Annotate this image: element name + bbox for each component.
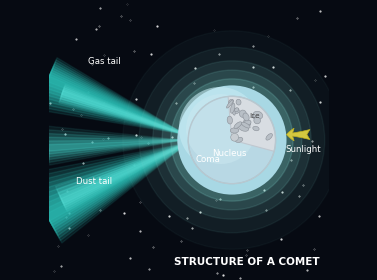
Text: Ice: Ice bbox=[249, 113, 260, 119]
Polygon shape bbox=[55, 143, 188, 212]
Ellipse shape bbox=[235, 137, 243, 143]
Polygon shape bbox=[34, 143, 188, 233]
Ellipse shape bbox=[234, 122, 242, 129]
Polygon shape bbox=[60, 88, 185, 135]
Polygon shape bbox=[44, 143, 188, 223]
Ellipse shape bbox=[243, 120, 251, 127]
Polygon shape bbox=[41, 143, 188, 226]
Ellipse shape bbox=[229, 99, 234, 104]
Polygon shape bbox=[48, 130, 183, 162]
Polygon shape bbox=[48, 140, 183, 154]
Polygon shape bbox=[25, 143, 188, 243]
Ellipse shape bbox=[239, 110, 246, 117]
Ellipse shape bbox=[244, 120, 251, 125]
Text: Dust tail: Dust tail bbox=[77, 178, 113, 186]
Ellipse shape bbox=[253, 126, 259, 131]
Polygon shape bbox=[42, 68, 185, 135]
Polygon shape bbox=[27, 143, 188, 241]
Ellipse shape bbox=[253, 111, 263, 119]
Circle shape bbox=[153, 61, 311, 219]
Polygon shape bbox=[37, 143, 188, 231]
Circle shape bbox=[231, 133, 239, 141]
Circle shape bbox=[177, 85, 287, 195]
Circle shape bbox=[186, 94, 256, 164]
Polygon shape bbox=[58, 143, 188, 208]
Polygon shape bbox=[48, 137, 183, 157]
Ellipse shape bbox=[230, 103, 235, 113]
Polygon shape bbox=[29, 143, 188, 238]
Polygon shape bbox=[60, 143, 188, 206]
Polygon shape bbox=[47, 126, 183, 165]
Text: Nucleus: Nucleus bbox=[212, 150, 246, 158]
Text: Sunlight: Sunlight bbox=[285, 145, 321, 155]
Polygon shape bbox=[39, 143, 188, 228]
Ellipse shape bbox=[266, 134, 273, 140]
Ellipse shape bbox=[252, 114, 259, 120]
Wedge shape bbox=[228, 96, 276, 151]
Polygon shape bbox=[36, 58, 185, 135]
Circle shape bbox=[188, 96, 276, 184]
Text: STRUCTURE OF A COMET: STRUCTURE OF A COMET bbox=[175, 257, 320, 267]
Ellipse shape bbox=[239, 125, 249, 131]
Text: Coma: Coma bbox=[196, 155, 221, 164]
Circle shape bbox=[162, 70, 302, 210]
Polygon shape bbox=[59, 85, 185, 135]
Polygon shape bbox=[48, 140, 183, 151]
Ellipse shape bbox=[233, 108, 239, 114]
Text: Gas tail: Gas tail bbox=[88, 57, 120, 66]
Circle shape bbox=[179, 87, 261, 169]
Polygon shape bbox=[60, 86, 185, 135]
Polygon shape bbox=[61, 143, 188, 204]
Polygon shape bbox=[38, 62, 185, 135]
Polygon shape bbox=[32, 143, 188, 236]
Ellipse shape bbox=[230, 128, 239, 133]
Ellipse shape bbox=[227, 116, 233, 124]
Polygon shape bbox=[57, 143, 188, 210]
Polygon shape bbox=[46, 143, 188, 221]
Polygon shape bbox=[40, 64, 185, 135]
Ellipse shape bbox=[236, 99, 241, 105]
Polygon shape bbox=[41, 66, 185, 135]
Ellipse shape bbox=[243, 113, 249, 121]
Polygon shape bbox=[46, 74, 185, 135]
Ellipse shape bbox=[234, 108, 239, 112]
Polygon shape bbox=[61, 89, 185, 135]
Polygon shape bbox=[37, 60, 185, 135]
Circle shape bbox=[139, 47, 325, 233]
Ellipse shape bbox=[254, 117, 261, 124]
Polygon shape bbox=[47, 76, 185, 135]
Circle shape bbox=[171, 79, 293, 201]
Polygon shape bbox=[43, 70, 185, 135]
Polygon shape bbox=[48, 134, 183, 160]
Ellipse shape bbox=[227, 100, 233, 108]
Polygon shape bbox=[45, 72, 185, 135]
Ellipse shape bbox=[241, 122, 250, 128]
Polygon shape bbox=[62, 91, 185, 135]
Ellipse shape bbox=[231, 107, 235, 115]
